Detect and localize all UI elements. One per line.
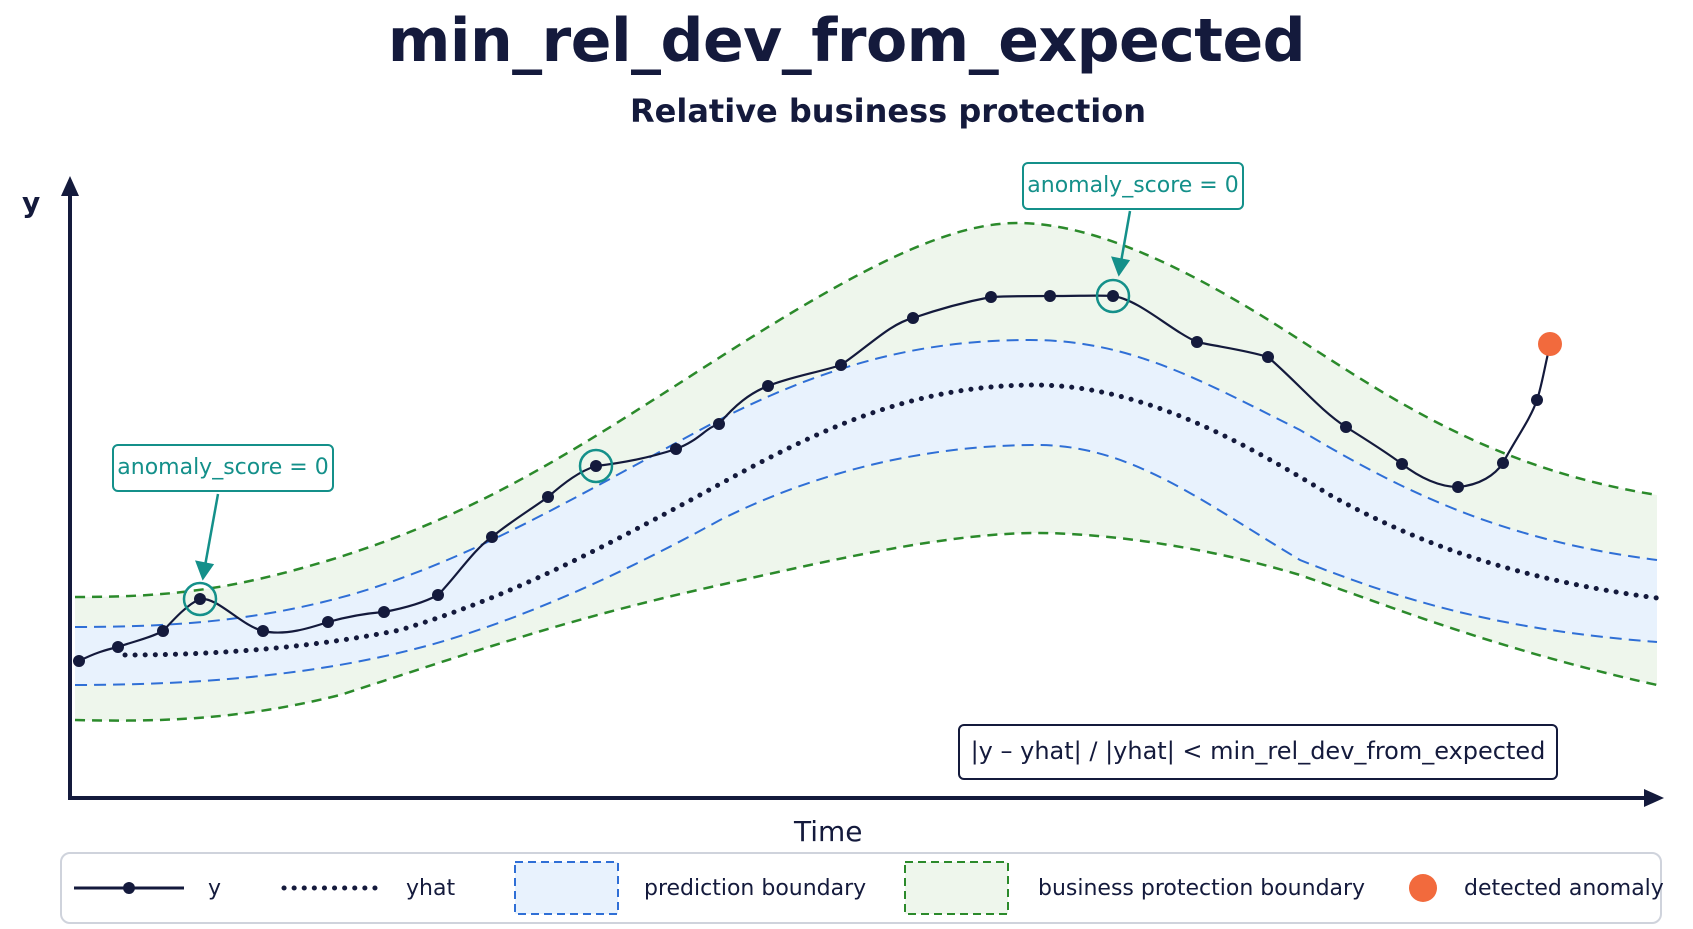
legend-swatches <box>74 861 1437 915</box>
y-point <box>1340 421 1352 433</box>
prediction-band <box>75 340 1657 685</box>
y-point <box>1262 351 1274 363</box>
callout-arrow-right <box>1119 210 1132 263</box>
arrow-head-icon <box>195 560 215 581</box>
y-point <box>112 641 124 653</box>
y-point <box>1452 481 1464 493</box>
y-series-line <box>78 294 1552 662</box>
callout-arrows <box>195 210 1132 581</box>
formula-box: |y – yhat| / |yhat| < min_rel_dev_from_e… <box>958 724 1558 780</box>
legend-prediction-label: prediction boundary <box>644 876 867 901</box>
y-point <box>1107 290 1119 302</box>
y-point <box>835 359 847 371</box>
y-point <box>257 625 269 637</box>
y-point <box>1497 457 1509 469</box>
y-point <box>670 443 682 455</box>
legend-anomaly-icon <box>1409 874 1437 902</box>
highlight-ring <box>578 448 614 484</box>
x-axis-arrow-icon <box>1644 789 1664 807</box>
highlight-ring <box>1095 278 1131 314</box>
y-point <box>907 312 919 324</box>
y-point <box>432 589 444 601</box>
page-subtitle: Relative business protection <box>630 92 1146 130</box>
y-point <box>985 291 997 303</box>
legend-business-label: business protection boundary <box>1038 876 1366 901</box>
callout-left: anomaly_score = 0 <box>112 444 334 492</box>
y-point <box>157 625 169 637</box>
callout-arrow-left <box>203 493 220 567</box>
y-point <box>590 460 602 472</box>
yhat-line <box>122 382 1660 658</box>
y-point <box>1191 336 1203 348</box>
x-axis-label: Time <box>794 815 863 848</box>
legend: y yhat prediction boundary business prot… <box>60 852 1664 924</box>
y-point <box>378 606 390 618</box>
y-point <box>713 418 725 430</box>
highlight-ring <box>182 581 218 617</box>
y-point <box>762 380 774 392</box>
y-series-points <box>73 290 1543 667</box>
arrow-head-icon <box>1111 256 1131 277</box>
prediction-boundary-upper <box>74 338 1658 628</box>
page-title: min_rel_dev_from_expected <box>387 6 1306 76</box>
legend-y-dot-icon <box>123 882 135 894</box>
y-point <box>1396 458 1408 470</box>
legend-y-label: y <box>208 876 222 901</box>
detected-anomaly-point <box>1538 332 1562 356</box>
prediction-boundary-lower <box>74 443 1658 686</box>
y-point <box>322 616 334 628</box>
y-axis-label: y <box>22 186 41 219</box>
y-point <box>1044 290 1056 302</box>
y-point <box>486 531 498 543</box>
legend-prediction-swatch-icon <box>514 861 619 915</box>
callout-right: anomaly_score = 0 <box>1022 162 1244 210</box>
y-point <box>73 655 85 667</box>
y-axis-arrow-icon <box>61 176 79 196</box>
y-point <box>194 593 206 605</box>
business-boundary-lower <box>74 531 1658 722</box>
y-point <box>1531 394 1543 406</box>
legend-business-swatch-icon <box>904 861 1009 915</box>
y-point <box>542 491 554 503</box>
legend-anomaly-label: detected anomaly <box>1464 876 1664 901</box>
highlight-rings <box>182 278 1131 617</box>
business-boundary-upper <box>74 221 1658 599</box>
legend-yhat-label: yhat <box>406 876 456 901</box>
